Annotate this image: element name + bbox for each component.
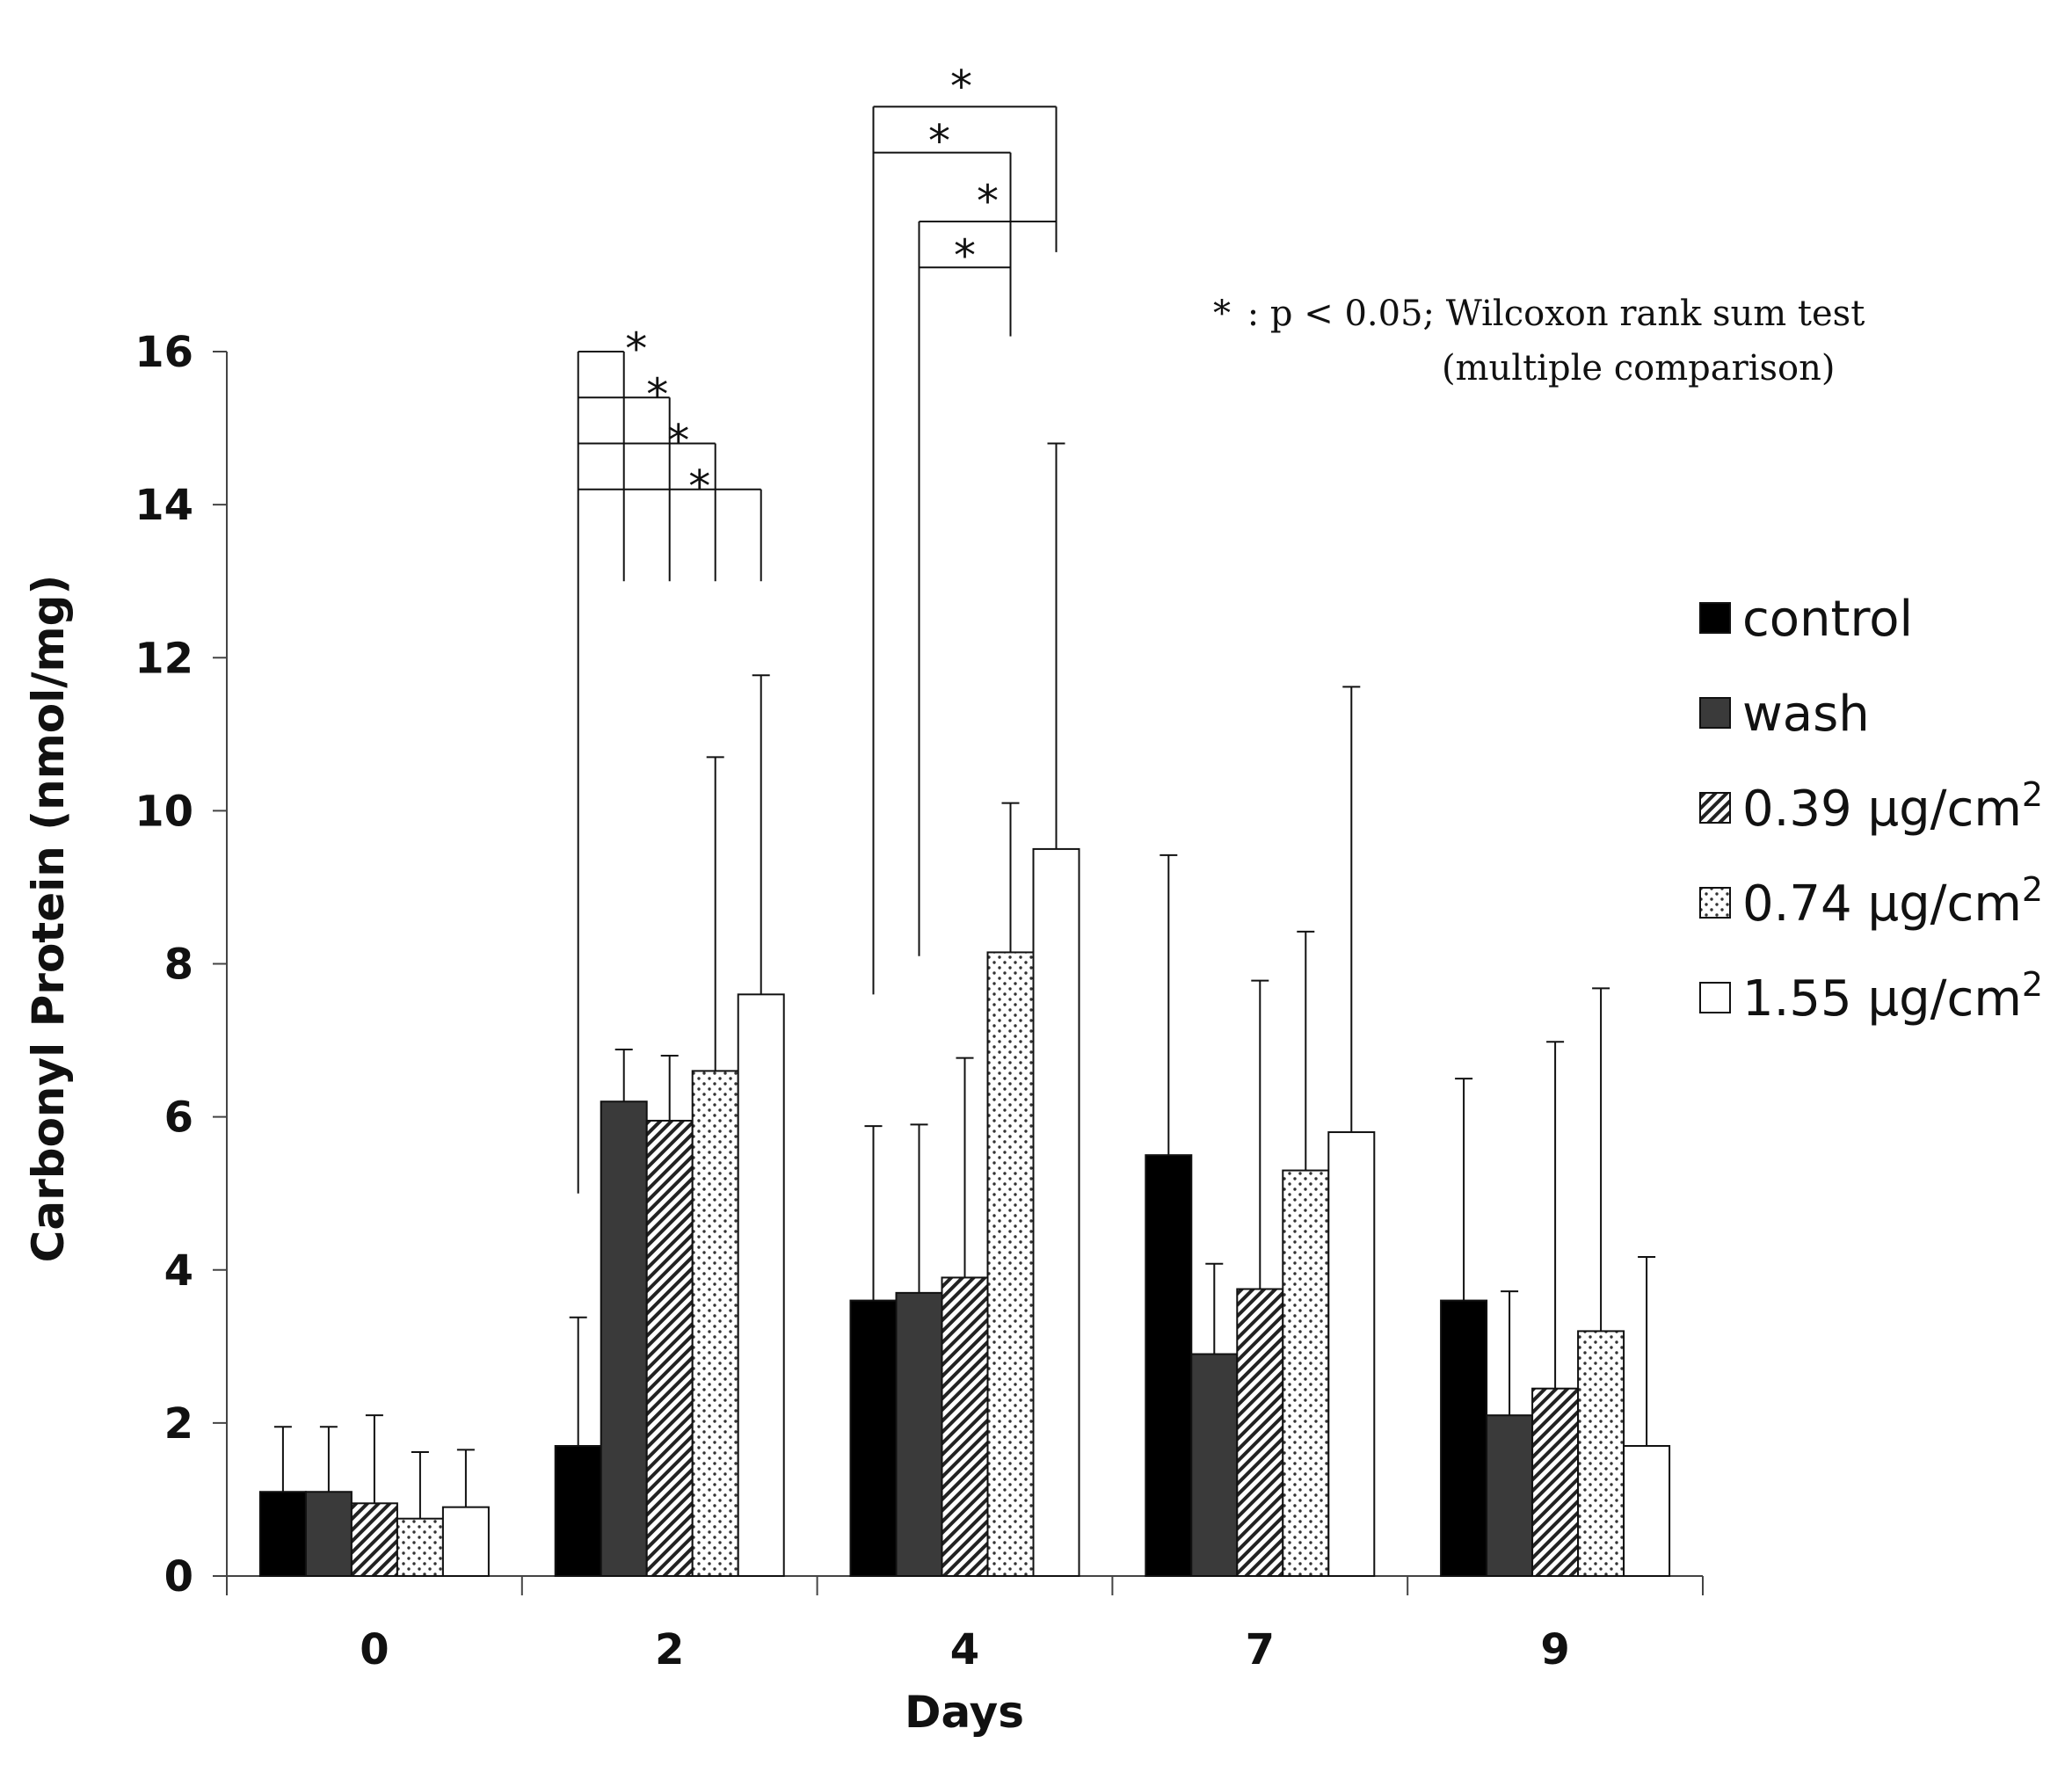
y-tick-label: 6 [164, 1093, 193, 1143]
bar [1145, 1154, 1193, 1577]
legend-swatch [1699, 697, 1731, 729]
bar [441, 1506, 490, 1578]
bar [396, 1517, 444, 1577]
x-axis-title: Days [905, 1687, 1024, 1738]
note-text: : p < 0.05; Wilcoxon rank sum test [1247, 294, 1865, 334]
legend: control wash 0.39 μg/cm2 0.74 μg/cm2 1.55 μg… [1699, 591, 2043, 1028]
y-tick-label: 14 [134, 481, 193, 530]
legend-swatch [1699, 982, 1731, 1013]
x-tick-label: 0 [360, 1625, 389, 1674]
x-tick-label: 7 [1246, 1625, 1275, 1674]
bar [645, 1119, 694, 1577]
bar [304, 1491, 353, 1577]
bar [849, 1299, 898, 1577]
bars [258, 847, 1671, 1578]
significance-brackets: ******** [577, 61, 1058, 1194]
x-tick-label: 4 [950, 1625, 979, 1674]
significance-star: * [954, 230, 976, 281]
bar [1486, 1414, 1534, 1577]
y-tick-label: 4 [164, 1246, 193, 1296]
y-tick-label: 12 [134, 634, 193, 683]
x-tick-label: 9 [1540, 1625, 1569, 1674]
significance-star: * [667, 415, 689, 466]
bar [600, 1100, 648, 1577]
y-tick-label: 2 [164, 1399, 193, 1449]
y-tick-label: 16 [134, 328, 193, 377]
bar [895, 1291, 943, 1578]
note-line2: (multiple comparison) [1442, 348, 1836, 389]
axes: 0 2 4 6 8 10 12 14 16 0 2 4 7 9 [134, 328, 1704, 1674]
bar [737, 993, 785, 1577]
bar [986, 951, 1035, 1578]
legend-label: 0.74 μg/cm2 [1742, 870, 2043, 933]
bar [1327, 1131, 1376, 1577]
y-tick-label: 8 [164, 941, 193, 990]
legend-swatch [1699, 887, 1731, 919]
legend-swatch [1699, 792, 1731, 824]
bar [1623, 1444, 1671, 1578]
svg-text:* : p < 0.05; Wilcoxon r: * : p < 0.05; Wilcoxon rank sum test [1213, 294, 1865, 334]
bar [1236, 1288, 1284, 1577]
significance-star: * [625, 323, 647, 374]
significance-star: * [950, 61, 972, 112]
bar [1190, 1353, 1239, 1578]
note-star: * [1213, 294, 1231, 334]
significance-star: * [977, 176, 999, 227]
legend-label: wash [1742, 686, 1870, 743]
x-tick-label: 2 [655, 1625, 684, 1674]
significance-star: * [928, 116, 950, 167]
legend-label: control [1742, 591, 1913, 648]
bar [691, 1070, 739, 1577]
error-bars [273, 442, 1656, 1519]
bar [258, 1491, 307, 1577]
legend-swatch [1699, 602, 1731, 634]
y-tick-label: 0 [164, 1552, 193, 1602]
y-axis-title: Carbonyl Protein (nmol/mg) [23, 575, 74, 1263]
significance-star: * [646, 369, 668, 420]
bar [1032, 847, 1080, 1577]
legend-label: 1.55 μg/cm2 [1742, 965, 2043, 1028]
bar [350, 1502, 398, 1578]
bar [1282, 1169, 1330, 1577]
significance-note: * : p < 0.05; Wilcoxon rank sum test (mu… [1213, 294, 1865, 389]
bar [941, 1276, 989, 1578]
bar [1577, 1330, 1625, 1578]
significance-star: * [688, 461, 710, 512]
bar [1440, 1299, 1488, 1577]
y-tick-label: 10 [134, 787, 193, 836]
bar [554, 1444, 602, 1578]
bar [1531, 1387, 1580, 1578]
legend-label: 0.39 μg/cm2 [1742, 775, 2043, 838]
